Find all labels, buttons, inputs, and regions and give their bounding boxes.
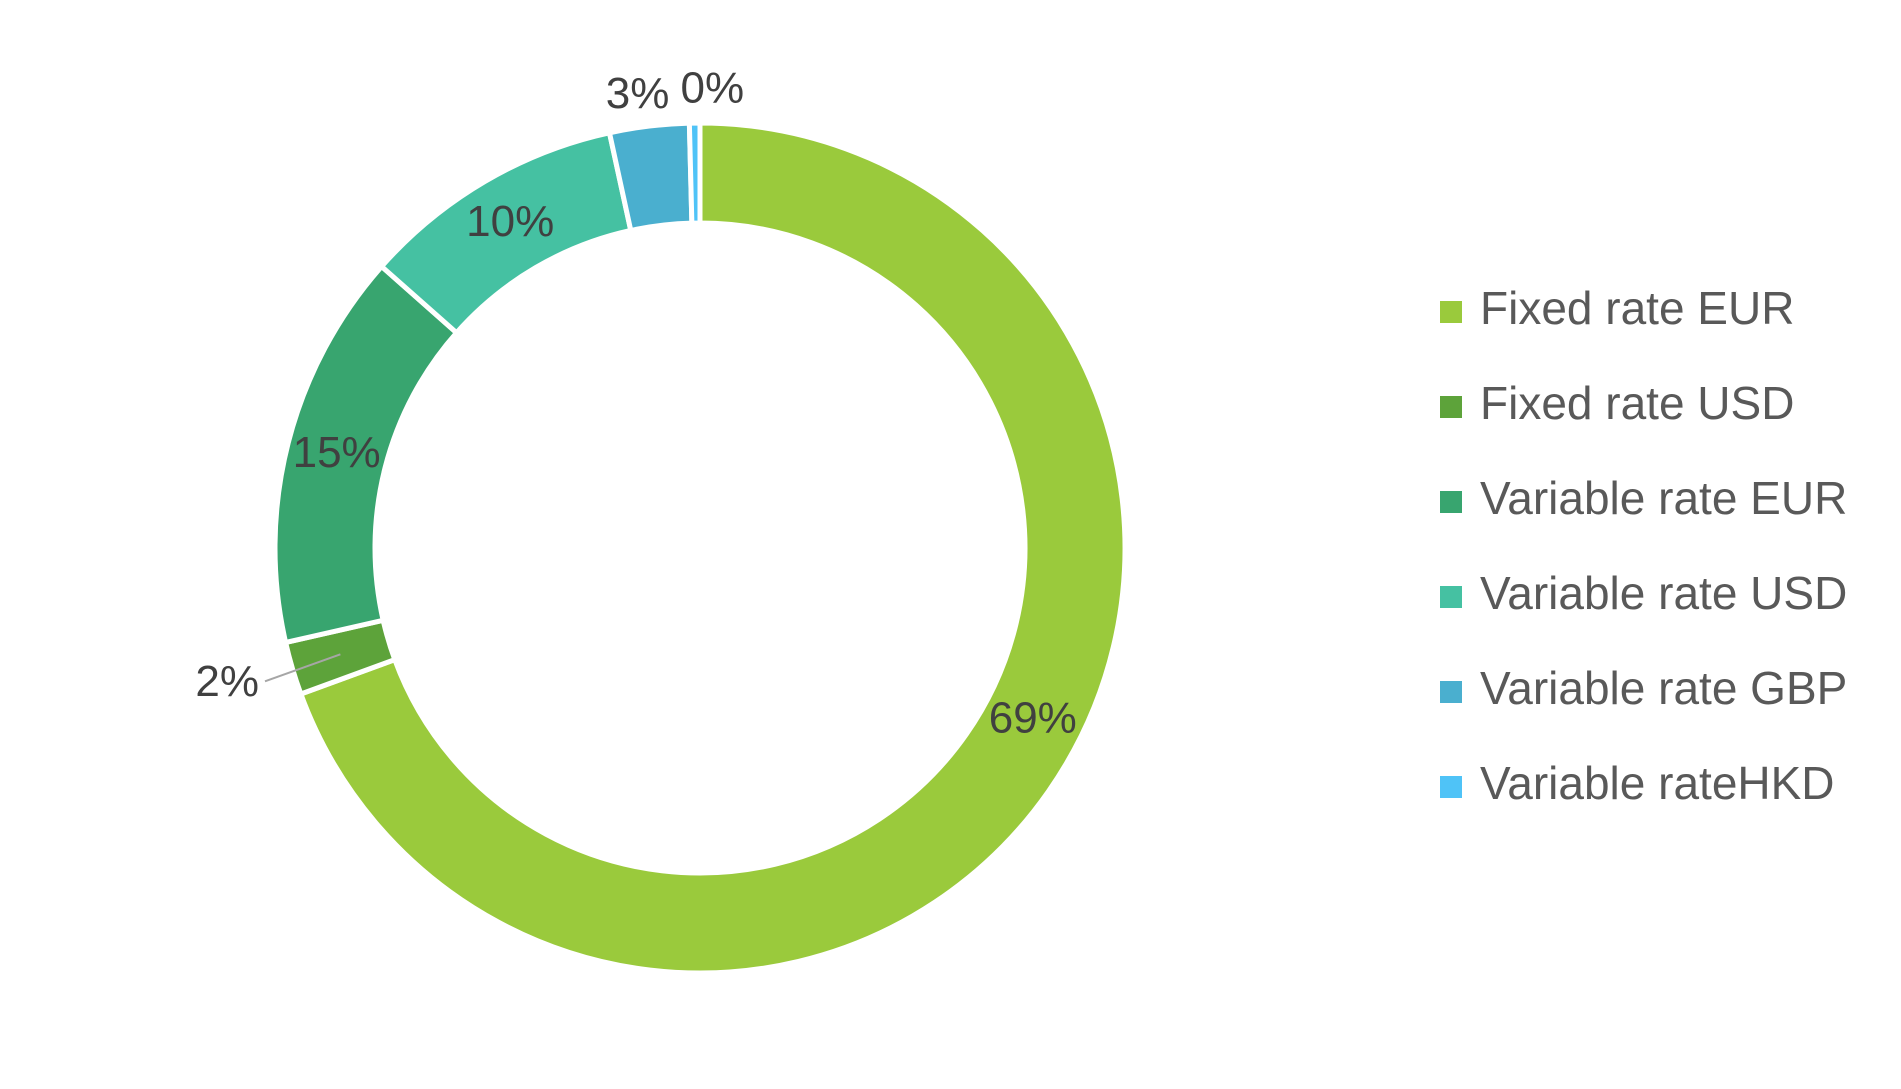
data-label-fixed-rate-usd: 2% <box>195 657 259 706</box>
data-labels-group: 69% 2% 15% 10% 3% 0% <box>195 64 1076 743</box>
legend-swatch-variable-ratehkd <box>1440 776 1462 798</box>
legend-label-variable-rate-usd: Variable rate USD <box>1480 567 1847 619</box>
legend-label-variable-ratehkd: Variable rateHKD <box>1480 757 1835 809</box>
leader-line-fixed-rate-usd <box>264 653 341 683</box>
legend-swatch-variable-rate-gbp <box>1440 681 1462 703</box>
data-label-variable-rate-gbp: 3% <box>606 69 670 118</box>
slice-fixed-rate-eur <box>297 120 1128 976</box>
legend-label-variable-rate-eur: Variable rate EUR <box>1480 472 1847 524</box>
legend: Fixed rate EUR Fixed rate USD Variable rat… <box>1440 282 1847 809</box>
legend-swatch-variable-rate-usd <box>1440 586 1462 608</box>
data-label-variable-rate-usd: 10% <box>466 197 554 246</box>
legend-label-variable-rate-gbp: Variable rate GBP <box>1480 662 1847 714</box>
data-label-variable-rate-eur: 15% <box>293 428 381 477</box>
data-label-variable-ratehkd: 0% <box>681 64 745 113</box>
legend-label-fixed-rate-eur: Fixed rate EUR <box>1480 282 1794 334</box>
slices-group <box>272 120 1128 976</box>
legend-swatch-variable-rate-eur <box>1440 491 1462 513</box>
legend-label-fixed-rate-usd: Fixed rate USD <box>1480 377 1794 429</box>
legend-swatch-fixed-rate-eur <box>1440 301 1462 323</box>
data-label-fixed-rate-eur: 69% <box>989 694 1077 743</box>
legend-swatch-fixed-rate-usd <box>1440 396 1462 418</box>
slice-variable-ratehkd <box>686 120 703 226</box>
